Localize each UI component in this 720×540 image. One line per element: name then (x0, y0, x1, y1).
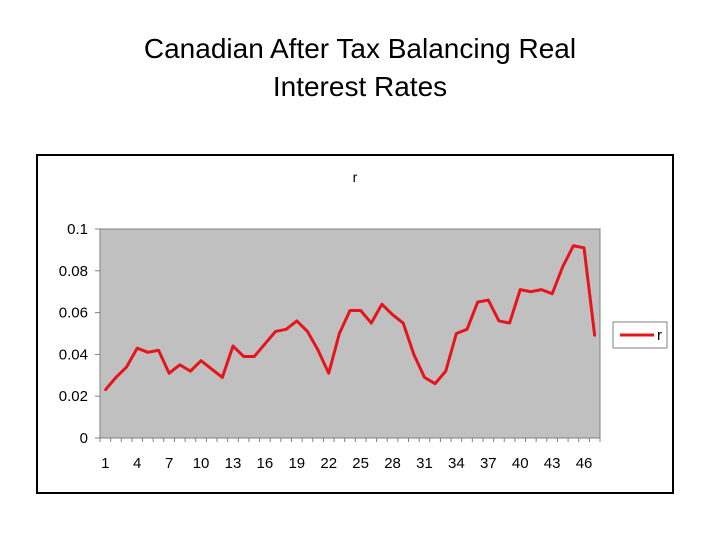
data-point (582, 246, 586, 250)
data-point (380, 303, 384, 306)
data-point (529, 290, 533, 293)
data-point (178, 363, 181, 367)
data-point (104, 388, 107, 392)
data-point (476, 300, 479, 304)
x-tick-label: 16 (257, 455, 274, 472)
data-point (519, 288, 522, 291)
y-tick-label: 0.08 (59, 263, 88, 280)
data-point (508, 321, 511, 325)
data-point (125, 365, 128, 369)
data-point (572, 244, 575, 247)
y-tick-label: 0.02 (59, 388, 88, 405)
data-point (136, 346, 139, 350)
data-point (433, 382, 437, 385)
data-point (199, 359, 203, 362)
data-point (348, 309, 352, 312)
data-point (455, 332, 458, 335)
x-tick-label: 40 (512, 455, 529, 472)
x-axis-ticks: 1 4 7 10 13 16 19 22 25 28 31 34 37 40 43 46 (99, 438, 601, 472)
x-tick-label: 25 (352, 455, 369, 472)
x-tick-label: 28 (384, 455, 401, 472)
data-point (274, 330, 277, 333)
x-tick-label: 7 (165, 455, 173, 472)
data-point (114, 376, 118, 379)
x-tick-label: 13 (225, 455, 242, 472)
data-point (444, 369, 447, 373)
data-point (146, 351, 150, 354)
y-tick-label: 0 (80, 430, 88, 447)
data-point (561, 265, 564, 268)
data-point (391, 313, 394, 316)
y-axis-ticks: 0 0.02 0.04 0.06 0.08 0.1 (59, 221, 100, 447)
slide-title-line-2: Interest Rates (272, 71, 448, 102)
x-tick-label: 19 (288, 455, 305, 472)
data-point (401, 321, 405, 325)
data-point (306, 330, 309, 333)
y-tick-label: 0.04 (59, 346, 88, 363)
data-point (338, 332, 341, 335)
data-point (412, 353, 416, 356)
x-tick-label: 34 (448, 455, 465, 472)
data-point (231, 344, 235, 348)
x-tick-label: 46 (576, 455, 593, 472)
data-point (242, 355, 245, 358)
slide-title: Canadian After Tax Balancing Real Intere… (0, 30, 720, 106)
x-tick-label: 10 (193, 455, 210, 472)
data-point (540, 288, 543, 291)
data-point (167, 372, 171, 375)
data-point (295, 319, 299, 323)
data-point (497, 319, 501, 323)
data-point (423, 376, 426, 379)
data-point (221, 376, 224, 379)
x-tick-label: 31 (416, 455, 433, 472)
data-point (210, 367, 213, 371)
data-point (263, 342, 267, 346)
chart-title: r (353, 169, 358, 185)
data-point (370, 321, 373, 325)
data-point (327, 372, 330, 375)
data-point (487, 298, 490, 302)
plot-area (99, 228, 601, 439)
x-tick-label: 37 (480, 455, 497, 472)
y-tick-label: 0.1 (67, 221, 88, 238)
legend: r (612, 321, 668, 349)
y-tick-label: 0.06 (59, 305, 88, 322)
data-point (550, 292, 554, 295)
x-tick-label: 4 (133, 455, 141, 472)
x-tick-label: 22 (320, 455, 337, 472)
slide-title-line-1: Canadian After Tax Balancing Real (143, 33, 577, 64)
data-point (189, 369, 192, 373)
x-tick-label: 1 (101, 455, 109, 472)
legend-label: r (657, 327, 662, 344)
data-point (359, 309, 362, 312)
data-point (284, 328, 288, 331)
data-point (593, 334, 596, 337)
data-point (253, 355, 256, 358)
series-group (104, 244, 597, 392)
data-point (316, 349, 320, 352)
data-point (157, 349, 160, 352)
data-point (465, 328, 469, 331)
x-tick-label: 43 (544, 455, 561, 472)
